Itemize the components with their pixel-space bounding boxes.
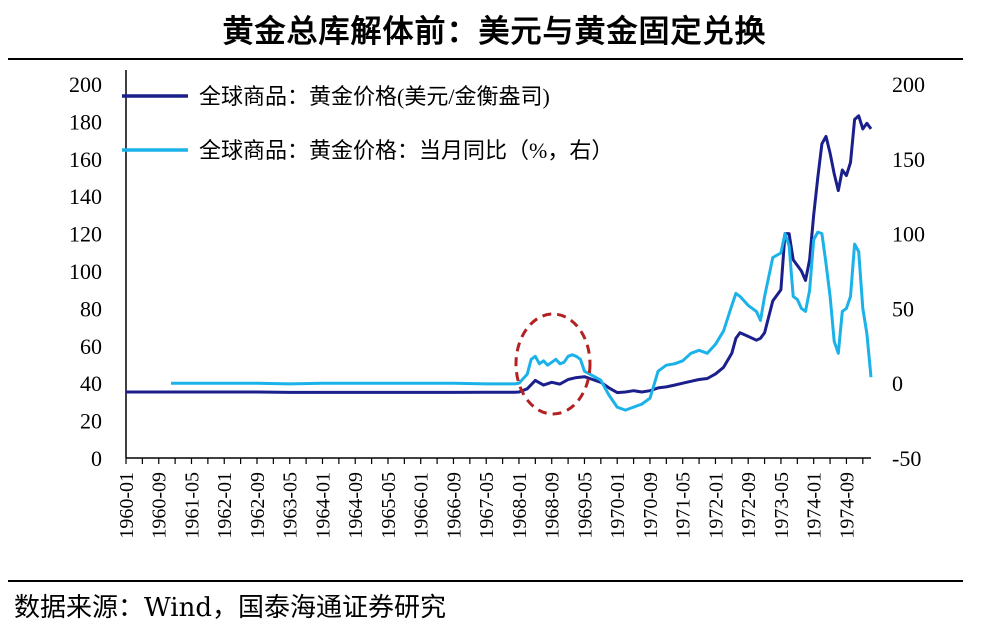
y-left-tick-label: 60 xyxy=(80,334,102,359)
plot-frame xyxy=(125,70,871,459)
x-tick-label: 1967-05 xyxy=(476,472,498,539)
y-right-tick-label: -50 xyxy=(892,446,921,471)
top-rule xyxy=(8,58,963,60)
y-right-tick-label: 100 xyxy=(892,222,925,247)
x-tick-label: 1960-09 xyxy=(149,472,171,539)
y-right-tick-label: 0 xyxy=(892,371,903,396)
y-right-tick-label: 150 xyxy=(892,147,925,172)
x-tick-label: 1962-09 xyxy=(247,472,269,539)
annotation xyxy=(514,312,592,416)
x-tick-label: 1970-09 xyxy=(640,472,662,539)
series-line-1 xyxy=(126,114,873,395)
x-tick-label: 1971-05 xyxy=(673,472,695,539)
x-tick-label: 1966-01 xyxy=(411,472,433,539)
highlight-ellipse xyxy=(514,312,592,416)
series-line-2 xyxy=(171,230,873,412)
y-left-tick-label: 20 xyxy=(80,409,102,434)
x-tick-label: 1961-05 xyxy=(181,472,203,539)
legend-label-2: 全球商品：黄金价格：当月同比（%，右） xyxy=(199,138,613,163)
x-tick-label: 1964-01 xyxy=(312,472,334,539)
y-left-tick-label: 200 xyxy=(69,72,102,97)
x-tick-label: 1974-09 xyxy=(836,472,858,539)
x-tick-label: 1970-01 xyxy=(607,472,629,539)
y-left-tick-label: 80 xyxy=(80,296,102,321)
y-left-axis: 0 20 40 60 80 100 120 140 160 180 200 xyxy=(69,72,102,471)
x-tick-label: 1968-01 xyxy=(509,472,531,539)
x-tick-label: 1964-09 xyxy=(345,472,367,539)
legend: 全球商品：黄金价格(美元/金衡盎司) 全球商品：黄金价格：当月同比（%，右） xyxy=(122,84,613,163)
y-left-tick-label: 100 xyxy=(69,259,102,284)
legend-label-1: 全球商品：黄金价格(美元/金衡盎司) xyxy=(199,84,550,109)
x-tick-label: 1972-09 xyxy=(738,472,760,539)
x-axis: 1960-01 1960-09 1961-05 1962-01 1962-09 1963-… xyxy=(116,458,864,539)
chart-title: 黄金总库解体前：美元与黄金固定兑换 xyxy=(222,14,767,50)
y-left-tick-label: 40 xyxy=(80,371,102,396)
x-tick-label: 1966-09 xyxy=(443,472,465,539)
x-tick-label: 1974-01 xyxy=(804,472,826,539)
x-tick-label: 1968-09 xyxy=(542,472,564,539)
x-tick-label: 1963-05 xyxy=(280,472,302,539)
x-tick-label: 1960-01 xyxy=(116,472,138,539)
source-note: 数据来源：Wind，国泰海通证券研究 xyxy=(14,593,446,623)
x-tick-label: 1969-05 xyxy=(574,472,596,539)
y-left-tick-label: 160 xyxy=(69,147,102,172)
y-left-tick-label: 0 xyxy=(91,446,102,471)
y-left-tick-label: 140 xyxy=(69,184,102,209)
y-right-tick-label: 200 xyxy=(892,72,925,97)
series-lines xyxy=(126,114,873,412)
x-tick-label: 1965-05 xyxy=(378,472,400,539)
x-tick-label: 1962-01 xyxy=(214,472,236,539)
y-left-tick-label: 180 xyxy=(69,109,102,134)
y-left-tick-label: 120 xyxy=(69,222,102,247)
x-tick-label: 1973-05 xyxy=(771,472,793,539)
x-tick-label: 1972-01 xyxy=(705,472,727,539)
y-right-axis: -50 0 50 100 150 200 xyxy=(892,72,925,471)
y-right-tick-label: 50 xyxy=(892,296,914,321)
bottom-rule xyxy=(8,580,963,582)
